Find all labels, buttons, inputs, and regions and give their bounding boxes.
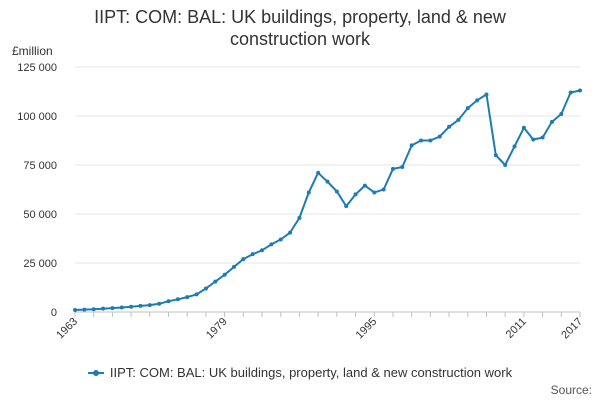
- data-point: [129, 304, 134, 309]
- x-axis: 1963 1979 1995 2011 2017: [54, 311, 585, 342]
- source-label: Source:: [550, 383, 592, 397]
- data-point: [503, 163, 508, 167]
- data-point: [540, 135, 545, 140]
- data-point: [119, 305, 124, 310]
- data-point: [231, 264, 236, 269]
- data-point: [521, 125, 526, 130]
- chart-title: IIPT: COM: BAL: UK buildings, property, …: [0, 6, 600, 50]
- data-point: [578, 88, 582, 93]
- data-point: [110, 306, 115, 311]
- y-axis-unit-label: £million: [12, 44, 53, 58]
- data-point: [447, 124, 452, 129]
- x-tick-label: 2011: [504, 316, 529, 341]
- y-tick-label: 25 000: [23, 258, 57, 270]
- legend-entry-label: IIPT: COM: BAL: UK buildings, property, …: [109, 365, 513, 381]
- data-point: [390, 166, 395, 171]
- data-point: [559, 112, 564, 117]
- data-point: [344, 204, 349, 209]
- data-point: [250, 252, 255, 257]
- chart-title-line-1: IIPT: COM: BAL: UK buildings, property, …: [94, 7, 506, 27]
- data-point: [484, 92, 489, 97]
- y-axis-ticks: 0 25 000 50 000 75 000 100 000 125 000: [17, 62, 57, 319]
- x-tick-label: 1995: [354, 316, 380, 342]
- x-tick-label: 2017: [559, 316, 585, 342]
- y-tick-label: 100 000: [17, 111, 57, 123]
- data-point: [325, 179, 330, 184]
- data-point: [147, 303, 152, 308]
- series-layer: [73, 88, 582, 313]
- x-tick-label: 1963: [54, 316, 80, 342]
- data-point: [278, 237, 283, 242]
- data-point: [316, 170, 321, 175]
- data-point: [456, 117, 461, 122]
- data-point: [465, 106, 470, 111]
- data-point: [288, 230, 293, 235]
- y-tick-label: 125 000: [17, 62, 57, 74]
- data-point: [101, 306, 106, 311]
- data-point: [353, 192, 358, 197]
- data-point: [260, 248, 265, 253]
- data-point: [372, 190, 377, 195]
- data-point: [157, 301, 162, 306]
- y-tick-label: 50 000: [23, 209, 57, 221]
- data-point: [91, 307, 96, 312]
- data-point: [138, 303, 143, 308]
- legend[interactable]: IIPT: COM: BAL: UK buildings, property, …: [0, 364, 600, 380]
- data-point: [82, 307, 87, 312]
- data-point: [512, 144, 517, 149]
- data-point: [400, 164, 405, 169]
- gridlines: [75, 66, 580, 313]
- data-point: [475, 98, 480, 103]
- data-point: [269, 242, 274, 247]
- data-point: [549, 119, 554, 124]
- x-tick-label: 1979: [204, 316, 230, 342]
- data-point: [531, 137, 536, 142]
- data-point: [493, 153, 498, 158]
- data-point: [166, 299, 171, 304]
- data-point: [334, 189, 339, 194]
- data-point: [73, 308, 77, 313]
- data-point: [297, 215, 302, 220]
- data-point: [175, 297, 180, 302]
- data-point: [185, 295, 190, 300]
- data-point: [213, 279, 218, 284]
- chart-title-line-2: construction work: [229, 29, 371, 49]
- data-point: [437, 134, 442, 139]
- data-point: [203, 286, 208, 291]
- legend-swatch: [87, 369, 104, 376]
- y-tick-label: 75 000: [23, 160, 57, 172]
- data-point: [306, 190, 311, 195]
- series-line: [74, 89, 581, 311]
- data-point: [222, 272, 227, 277]
- y-tick-label: 0: [51, 307, 57, 319]
- data-point: [409, 143, 414, 148]
- data-point: [428, 138, 433, 143]
- data-point: [381, 187, 386, 192]
- data-point: [362, 183, 367, 188]
- data-point: [194, 292, 199, 297]
- data-point: [568, 90, 573, 95]
- data-point: [241, 257, 246, 262]
- data-point: [419, 138, 424, 143]
